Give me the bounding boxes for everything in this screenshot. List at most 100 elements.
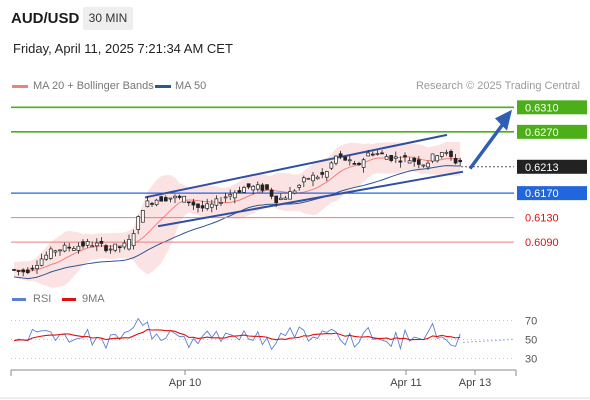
candle-body	[71, 248, 76, 251]
candle-body	[320, 172, 325, 175]
candle-body	[458, 159, 463, 163]
candle-body	[255, 184, 260, 190]
candle-body	[205, 203, 210, 209]
candle-body	[444, 151, 449, 154]
candle-body	[389, 155, 394, 161]
candle-body	[108, 248, 113, 251]
candle-body	[430, 153, 435, 162]
chart-header: AUD/USD 30 MIN	[0, 0, 590, 36]
candle-body	[398, 160, 403, 163]
x-tick-label-Apr 13: Apr 13	[459, 377, 491, 389]
channel-lower-line	[157, 170, 464, 228]
timeframe-button[interactable]: 30 MIN	[83, 7, 133, 30]
forecast-arrow-shaft	[468, 121, 506, 170]
candle-body	[104, 245, 108, 252]
candle-body	[76, 245, 81, 251]
forecast-arrow-head	[495, 109, 512, 131]
candle-body	[407, 160, 412, 164]
candle-body	[361, 159, 366, 168]
candle-body	[81, 241, 85, 247]
candle-body	[334, 155, 338, 164]
source-credit: Research © 2025 Trading Central	[415, 80, 580, 92]
rsi-panel: 70 50 30	[11, 316, 537, 366]
level-label-0.6310: 0.6310	[525, 102, 559, 114]
candle-body	[182, 195, 187, 203]
candle-body	[177, 195, 182, 198]
ma9-legend-swatch	[62, 298, 76, 301]
candle-body	[306, 177, 311, 180]
rsi-level-label-30: 30	[525, 354, 537, 366]
candle-body	[173, 195, 177, 199]
candle-body	[301, 177, 306, 183]
candle-body	[315, 176, 320, 180]
current-price-tag	[517, 159, 587, 174]
rsi-legend-swatch	[12, 298, 26, 301]
candle-body	[53, 250, 58, 253]
candle-body	[94, 242, 99, 247]
candle-body	[12, 269, 16, 271]
candle-body	[131, 233, 136, 246]
candle-body	[357, 162, 361, 166]
candle-body	[154, 199, 159, 206]
candle-body	[67, 246, 72, 249]
level-label-0.6090: 0.6090	[525, 237, 559, 249]
candle-body	[30, 267, 35, 270]
candle-body	[242, 187, 246, 193]
candle-body	[90, 245, 95, 248]
candle-body	[99, 240, 104, 244]
candle-body	[329, 162, 334, 169]
candle-body	[439, 152, 444, 157]
candle-body	[246, 183, 251, 188]
candle-body	[288, 191, 292, 200]
bollinger-band-area	[14, 141, 461, 288]
ma20-legend-label: MA 20 + Bollinger Bands	[33, 80, 154, 92]
candle-body	[453, 157, 458, 164]
candle-body	[297, 184, 302, 188]
x-tick-label-Apr 11: Apr 11	[390, 377, 422, 389]
candle-body	[283, 197, 288, 200]
timestamp: Friday, April 11, 2025 7:21:34 AM CET	[13, 41, 233, 56]
candle-body	[62, 244, 67, 252]
candle-body	[127, 239, 131, 250]
candle-body	[278, 197, 283, 200]
candle-body	[58, 249, 62, 252]
candle-body	[347, 159, 352, 162]
candle-body	[25, 269, 30, 274]
instrument-title: AUD/USD	[11, 10, 80, 27]
candle-body	[324, 171, 329, 178]
candle-body	[265, 184, 269, 190]
current-price-label: 0.6213	[525, 162, 559, 174]
candle-body	[214, 198, 219, 206]
channel-upper-line	[144, 133, 448, 199]
candle-body	[209, 203, 214, 208]
candlestick-series	[12, 149, 463, 277]
candle-body	[21, 269, 26, 273]
level-tag-0.6270	[517, 124, 587, 139]
candle-body	[186, 201, 191, 204]
candle-body	[113, 243, 118, 251]
candle-body	[191, 201, 196, 206]
candle-body	[35, 265, 39, 269]
level-label-0.6170: 0.6170	[525, 188, 559, 200]
candle-body	[380, 152, 384, 155]
candle-body	[338, 153, 343, 157]
candle-body	[251, 185, 256, 191]
candle-body	[416, 159, 421, 165]
candle-body	[223, 196, 228, 199]
candle-body	[200, 205, 205, 209]
candle-body	[311, 174, 315, 182]
candle-body	[421, 164, 426, 167]
level-tag-0.6310	[517, 100, 587, 115]
candle-body	[426, 162, 430, 168]
candle-body	[16, 270, 21, 272]
candle-body	[269, 189, 274, 197]
candle-body	[449, 150, 453, 158]
candle-body	[232, 192, 237, 199]
candle-body	[352, 163, 357, 165]
candle-body	[159, 196, 164, 202]
rsi-level-label-70: 70	[525, 316, 537, 328]
candle-body	[260, 184, 265, 191]
candle-body	[228, 194, 233, 197]
rsi-level-label-50: 50	[525, 335, 537, 347]
candle-body	[163, 197, 168, 202]
